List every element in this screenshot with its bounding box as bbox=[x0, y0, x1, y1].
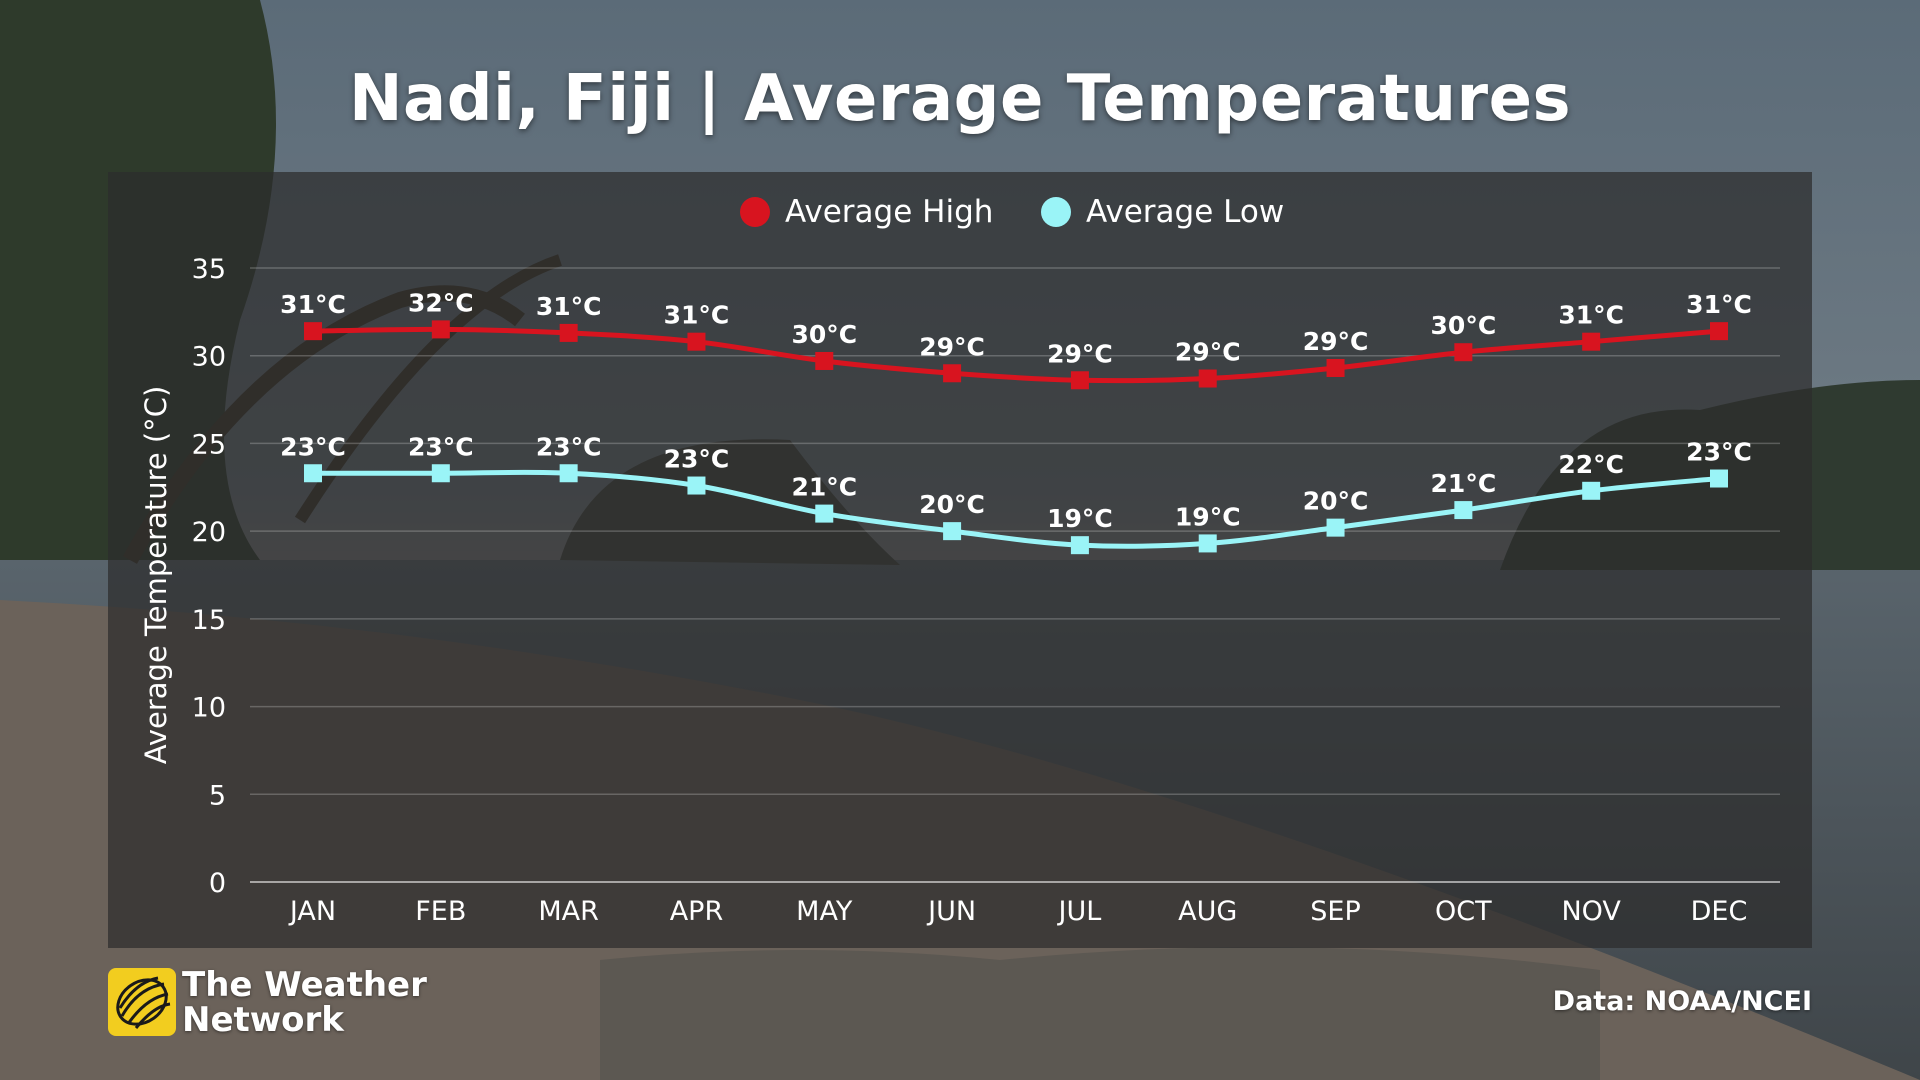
data-label: 32°C bbox=[408, 288, 474, 317]
data-point bbox=[815, 504, 834, 523]
data-label: 19°C bbox=[1047, 504, 1113, 533]
legend-label-low: Average Low bbox=[1086, 194, 1284, 230]
data-source: Data: NOAA/NCEI bbox=[1552, 986, 1812, 1017]
data-label: 31°C bbox=[664, 301, 730, 330]
data-point bbox=[1326, 358, 1345, 377]
legend-marker-low bbox=[1041, 197, 1071, 227]
y-axis-label: Average Temperature (°C) bbox=[139, 386, 173, 765]
data-label: 23°C bbox=[280, 432, 346, 461]
y-tick-label: 0 bbox=[209, 868, 226, 899]
data-label: 23°C bbox=[408, 432, 474, 461]
x-axis-ticks: JAN FEB MAR APR MAY JUN JUL AUG SEP OCT NOV DEC bbox=[288, 896, 1747, 927]
brand-name: The Weather Network bbox=[182, 968, 427, 1038]
y-axis-ticks: 0 5 10 15 20 25 30 35 bbox=[192, 254, 226, 899]
x-tick-label: MAR bbox=[538, 896, 599, 927]
data-point bbox=[943, 364, 962, 383]
data-label: 22°C bbox=[1558, 450, 1624, 479]
data-label: 20°C bbox=[1303, 487, 1369, 516]
series-line bbox=[312, 326, 1720, 384]
data-point bbox=[431, 464, 450, 483]
x-tick-label: SEP bbox=[1310, 896, 1360, 927]
data-point bbox=[943, 522, 962, 541]
data-label: 29°C bbox=[1175, 338, 1241, 367]
data-point bbox=[687, 332, 706, 351]
data-label: 19°C bbox=[1175, 502, 1241, 531]
y-tick-label: 10 bbox=[192, 693, 226, 724]
series-line bbox=[313, 469, 1720, 549]
weather-network-logo bbox=[108, 968, 176, 1036]
y-tick-label: 25 bbox=[192, 429, 226, 460]
data-label: 23°C bbox=[664, 445, 730, 474]
y-tick-label: 20 bbox=[192, 517, 226, 548]
data-label: 23°C bbox=[1686, 438, 1752, 467]
data-label: 31°C bbox=[280, 290, 346, 319]
data-label: 23°C bbox=[536, 432, 602, 461]
data-point bbox=[1198, 534, 1217, 553]
y-tick-label: 5 bbox=[209, 780, 226, 811]
data-label: 30°C bbox=[1431, 311, 1497, 340]
x-tick-label: JUL bbox=[1057, 896, 1102, 927]
x-tick-label: JUN bbox=[926, 896, 976, 927]
x-tick-label: AUG bbox=[1178, 896, 1237, 927]
data-point bbox=[559, 464, 578, 483]
x-tick-label: NOV bbox=[1561, 896, 1621, 927]
chart-title: Nadi, Fiji | Average Temperatures bbox=[348, 62, 1572, 136]
data-label: 31°C bbox=[536, 292, 602, 321]
gridlines bbox=[250, 267, 1780, 883]
data-label: 31°C bbox=[1686, 290, 1752, 319]
legend-label-high: Average High bbox=[785, 194, 993, 230]
data-label: 20°C bbox=[919, 490, 985, 519]
data-label: 29°C bbox=[919, 332, 985, 361]
data-point bbox=[1710, 469, 1728, 488]
data-point bbox=[431, 320, 450, 339]
data-label: 29°C bbox=[1047, 339, 1113, 368]
y-tick-label: 30 bbox=[192, 342, 226, 373]
brand-line-1: The Weather bbox=[182, 965, 427, 1005]
data-point bbox=[1070, 536, 1089, 555]
legend: Average High Average Low bbox=[740, 194, 1284, 230]
data-label: 30°C bbox=[791, 320, 857, 349]
series-average-low: 23°C 23°C 23°C 23°C 21°C 20°C 19°C 19°C 20°C 21°C… bbox=[280, 432, 1752, 555]
legend-marker-high bbox=[740, 197, 770, 227]
data-point bbox=[1454, 343, 1473, 362]
x-tick-label: DEC bbox=[1691, 896, 1748, 927]
data-point bbox=[1454, 501, 1473, 520]
data-point bbox=[304, 322, 322, 341]
data-point bbox=[1070, 371, 1089, 390]
data-label: 31°C bbox=[1558, 301, 1624, 330]
data-point bbox=[1326, 518, 1345, 537]
data-point bbox=[1198, 369, 1217, 388]
x-tick-label: APR bbox=[670, 896, 724, 927]
series-average-high: 31°C 32°C 31°C 31°C 30°C 29°C 29°C 29°C 29°C 30°C… bbox=[280, 288, 1752, 390]
chart-panel bbox=[108, 172, 1812, 948]
data-label: 29°C bbox=[1303, 327, 1369, 356]
y-tick-label: 15 bbox=[192, 605, 226, 636]
brand-line-2: Network bbox=[182, 1000, 344, 1040]
data-point bbox=[304, 464, 322, 483]
series-group: 31°C 32°C 31°C 31°C 30°C 29°C 29°C 29°C 29°C 30°C… bbox=[280, 288, 1752, 555]
data-point bbox=[1710, 322, 1728, 341]
x-tick-label: JAN bbox=[288, 896, 336, 927]
x-tick-label: MAY bbox=[796, 896, 853, 927]
y-tick-label: 35 bbox=[192, 254, 226, 285]
x-tick-label: OCT bbox=[1435, 896, 1492, 927]
data-point bbox=[559, 323, 578, 342]
data-label: 21°C bbox=[791, 473, 857, 502]
data-point bbox=[815, 351, 834, 370]
data-label: 21°C bbox=[1431, 469, 1497, 498]
x-tick-label: FEB bbox=[415, 896, 466, 927]
data-point bbox=[1582, 332, 1601, 351]
data-point bbox=[1582, 481, 1601, 500]
data-point bbox=[687, 476, 706, 495]
